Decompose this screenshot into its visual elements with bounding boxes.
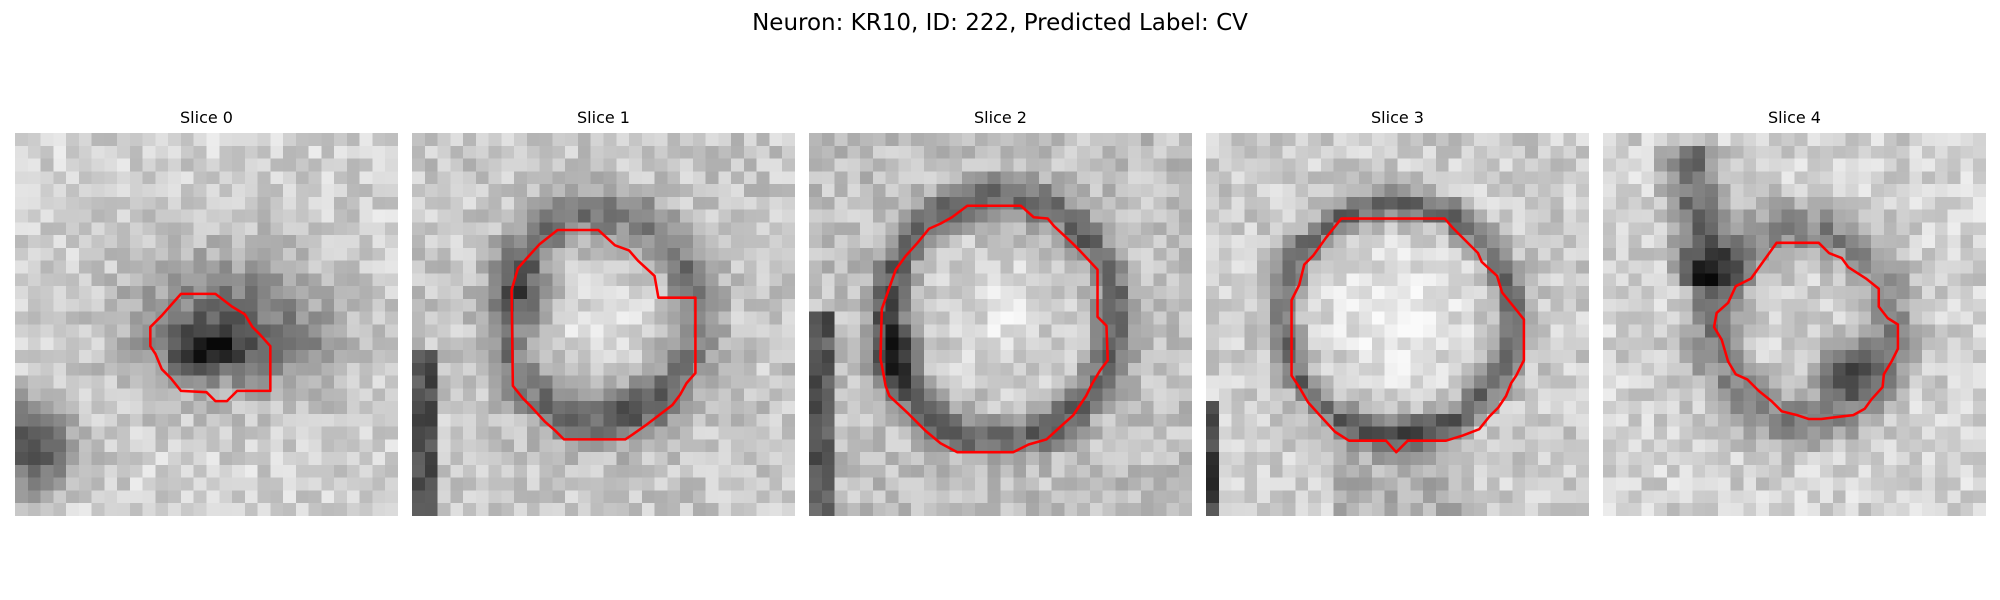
- slice-title-2: Slice 2: [974, 108, 1027, 127]
- pixel-grid: [1603, 133, 1986, 516]
- pixel-grid: [809, 133, 1192, 516]
- segmentation-contour: [1712, 241, 1900, 421]
- slice-panel-2: Slice 2: [809, 107, 1192, 516]
- slice-title-4: Slice 4: [1768, 108, 1821, 127]
- figure-title: Neuron: KR10, ID: 222, Predicted Label: …: [752, 10, 1248, 36]
- slice-image-0: [15, 133, 398, 516]
- slice-title-1: Slice 1: [577, 108, 630, 127]
- segmentation-contour: [149, 292, 272, 403]
- slice-image-4: [1603, 133, 1986, 516]
- segmentation-contour: [1290, 217, 1526, 454]
- pixel-grid: [15, 133, 398, 516]
- slice-image-3: [1206, 133, 1589, 516]
- slice-panel-4: Slice 4: [1603, 107, 1986, 516]
- slice-image-1: [412, 133, 795, 516]
- slice-panel-1: Slice 1: [412, 107, 795, 516]
- slice-panel-3: Slice 3: [1206, 107, 1589, 516]
- pixel-grid: [1206, 133, 1589, 516]
- slice-image-2: [809, 133, 1192, 516]
- slice-panel-0: Slice 0: [15, 107, 398, 516]
- segmentation-contour: [879, 204, 1110, 454]
- pixel-grid: [412, 133, 795, 516]
- slice-title-0: Slice 0: [180, 108, 233, 127]
- segmentation-contour: [510, 228, 697, 441]
- slice-title-3: Slice 3: [1371, 108, 1424, 127]
